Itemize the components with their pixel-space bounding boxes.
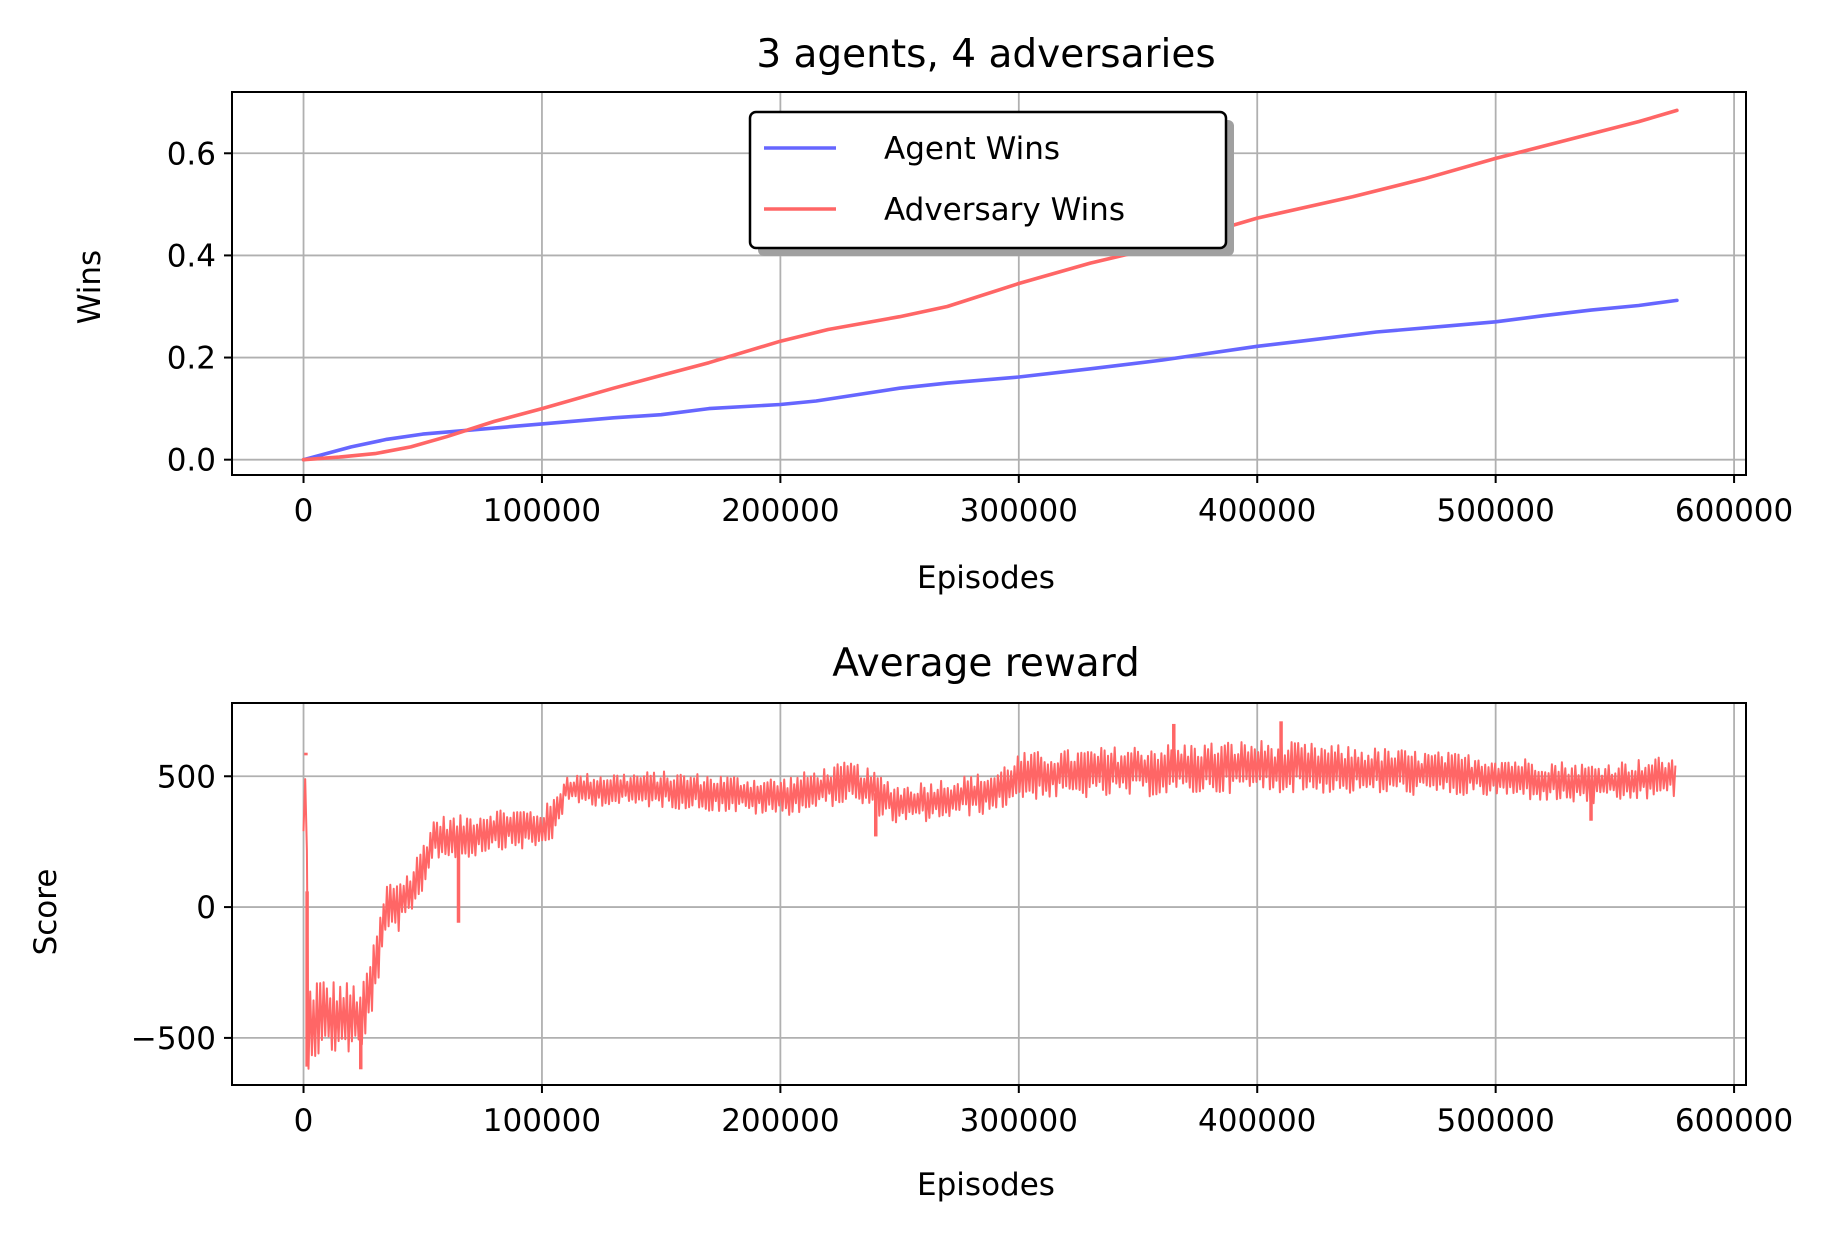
y-tick-label: 0 [196, 890, 216, 926]
x-tick-label: 100000 [483, 1103, 601, 1139]
x-tick-label: 400000 [1198, 493, 1316, 529]
legend-box [748, 110, 1228, 250]
y-axis-label: Score [28, 869, 64, 956]
x-tick-label: 300000 [960, 493, 1078, 529]
x-tick-label: 200000 [721, 493, 839, 529]
x-tick-label: 500000 [1436, 493, 1554, 529]
series-line-agent-wins [301, 298, 1679, 462]
x-tick-label: 0 [294, 1103, 314, 1139]
y-tick-label: 0.6 [167, 136, 216, 172]
wins-panel: 3 agents, 4 adversaries Episodes Wins 0 1… [72, 32, 1793, 596]
y-tick-label: 500 [157, 759, 216, 795]
y-axis-label: Wins [72, 250, 108, 324]
x-tick-label: 200000 [721, 1103, 839, 1139]
x-tick-label: 300000 [960, 1103, 1078, 1139]
legend-entry: Agent Wins [884, 131, 1060, 167]
chart-title: Average reward [832, 641, 1140, 686]
x-tick-label: 600000 [1675, 1103, 1793, 1139]
y-tick-label: −500 [131, 1021, 216, 1057]
legend: Agent Wins Adversary Wins [748, 110, 1234, 256]
chart-title: 3 agents, 4 adversaries [756, 32, 1215, 77]
y-tick-label: 0.2 [167, 341, 216, 377]
x-tick-label: 100000 [483, 493, 601, 529]
y-tick-label: 0.4 [167, 238, 216, 274]
y-tick-label: 0.0 [167, 443, 216, 479]
x-axis-label: Episodes [917, 560, 1055, 596]
series-line-score [302, 740, 1677, 1070]
series-line-adversary-wins [301, 108, 1679, 462]
x-tick-label: 0 [294, 493, 314, 529]
plot-frame [231, 91, 1747, 476]
x-tick-label: 500000 [1436, 1103, 1554, 1139]
x-axis-label: Episodes [917, 1167, 1055, 1203]
legend-entry: Adversary Wins [884, 192, 1125, 228]
plot-frame [231, 702, 1747, 1086]
x-tick-label: 600000 [1675, 493, 1793, 529]
reward-panel: Average reward Episodes Score 0 100000 200… [28, 641, 1793, 1203]
x-tick-label: 400000 [1198, 1103, 1316, 1139]
